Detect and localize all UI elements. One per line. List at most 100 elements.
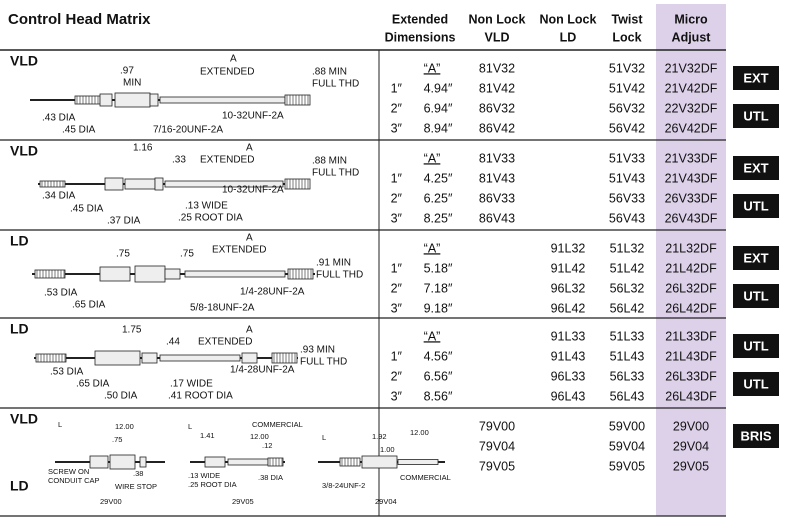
dimension-label: .65 DIA — [76, 379, 110, 390]
part-number: 21L32DF — [665, 241, 717, 255]
dimension-label: A — [230, 54, 237, 65]
fitting — [141, 352, 158, 364]
part-number: 56L32 — [610, 281, 645, 295]
dimension-label: COMMERCIAL — [252, 420, 303, 429]
dimension-label: .53 DIA — [44, 288, 78, 299]
fitting — [134, 265, 166, 283]
dimension: 7.18″ — [424, 281, 453, 295]
dimension-label: .25 ROOT DIA — [188, 480, 237, 489]
part-number: 96L43 — [551, 389, 586, 403]
dimension: 4.25″ — [424, 171, 453, 185]
badge-box — [733, 334, 779, 358]
part-number: 59V00 — [609, 419, 645, 433]
part-number: 26L32DF — [665, 281, 717, 295]
dimension: “A” — [424, 241, 441, 255]
fitting — [241, 352, 258, 364]
dimension-label: 10-32UNF-2A — [222, 111, 284, 122]
dimension-label: 29V00 — [100, 497, 122, 506]
fitting — [159, 354, 241, 362]
section-label: VLD — [10, 411, 38, 427]
fitting — [287, 268, 314, 280]
dimension-label: L — [58, 420, 62, 429]
part-number: 56V32 — [609, 101, 645, 115]
dimension-label: 29V04 — [375, 497, 397, 506]
fitting — [267, 457, 284, 467]
dimension-label: 12.00 — [250, 432, 269, 441]
dimension: 6.56″ — [424, 369, 453, 383]
column-header: Extended — [392, 12, 448, 26]
badge: UTL — [743, 376, 768, 391]
part-number: 21V33DF — [665, 151, 718, 165]
part-number: 21L42DF — [665, 261, 717, 275]
fitting — [34, 269, 66, 279]
part-number: 86V32 — [479, 101, 515, 115]
dimension-label: A — [246, 325, 253, 336]
part-number: 51V43 — [609, 171, 645, 185]
dimension-label: 1.92 — [372, 432, 387, 441]
part-number: 79V00 — [479, 419, 515, 433]
column-header: Non Lock — [540, 12, 597, 26]
extension: 3″ — [391, 211, 403, 225]
part-number: 59V04 — [609, 439, 645, 453]
dimension-label: SCREW ON — [48, 467, 89, 476]
badge-box — [733, 246, 779, 270]
dimension-label: 1.00 — [380, 445, 395, 454]
part-number: 26L43DF — [665, 389, 717, 403]
dimension-label: .38 DIA — [258, 473, 283, 482]
part-number: 26L42DF — [665, 301, 717, 315]
part-number: 22V32DF — [665, 101, 718, 115]
dimension: 6.94″ — [424, 101, 453, 115]
fitting — [104, 177, 124, 191]
fitting — [149, 93, 159, 107]
part-number: 51V32 — [609, 61, 645, 75]
fitting — [124, 178, 156, 190]
fitting — [361, 455, 398, 469]
dimension-label: EXTENDED — [200, 155, 254, 166]
fitting — [39, 180, 66, 188]
extension: 3″ — [391, 389, 403, 403]
fitting — [164, 180, 284, 188]
dimension: 5.18″ — [424, 261, 453, 275]
dimension-label: EXTENDED — [198, 337, 252, 348]
part-number: 96L42 — [551, 301, 586, 315]
column-header: LD — [560, 30, 577, 44]
dimension-label: CONDUIT CAP — [48, 476, 100, 485]
part-number: 51L43 — [610, 349, 645, 363]
badge-box — [733, 372, 779, 396]
badge: BRIS — [740, 428, 771, 443]
dimension-label: 5/8-18UNF-2A — [190, 303, 255, 314]
dimension: 6.25″ — [424, 191, 453, 205]
column-header: Twist — [611, 12, 643, 26]
dimension-label: COMMERCIAL — [400, 473, 451, 482]
fitting — [339, 457, 361, 467]
dimension-label: .17 WIDE — [170, 379, 213, 390]
section-label: VLD — [10, 143, 38, 159]
badge: UTL — [743, 288, 768, 303]
part-number: 86V43 — [479, 211, 515, 225]
dimension-label: MIN — [123, 78, 141, 89]
part-number: 56V43 — [609, 211, 645, 225]
part-number: 21L43DF — [665, 349, 717, 363]
column-header: VLD — [485, 30, 510, 44]
dimension-label: .65 DIA — [72, 300, 106, 311]
part-number: 51L33 — [610, 329, 645, 343]
part-number: 29V05 — [673, 459, 709, 473]
dimension-label: 10-32UNF-2A — [222, 185, 284, 196]
dimension-label: .88 MIN — [312, 67, 347, 78]
dimension-label: 12.00 — [410, 428, 429, 437]
fitting — [114, 92, 151, 108]
fitting — [99, 266, 131, 282]
dimension-label: .44 — [166, 337, 180, 348]
section-label: LD — [10, 321, 29, 337]
dimension-label: .12 — [262, 441, 272, 450]
badge-box — [733, 104, 779, 128]
dimension-label: 1.16 — [133, 143, 153, 154]
extension: 1″ — [391, 81, 403, 95]
dimension-label: EXTENDED — [212, 245, 266, 256]
column-header: Non Lock — [469, 12, 526, 26]
dimension-label: .13 WIDE — [188, 471, 220, 480]
fitting — [284, 94, 311, 106]
fitting — [154, 177, 164, 191]
dimension-label: 12.00 — [115, 422, 134, 431]
dimension: 4.56″ — [424, 349, 453, 363]
